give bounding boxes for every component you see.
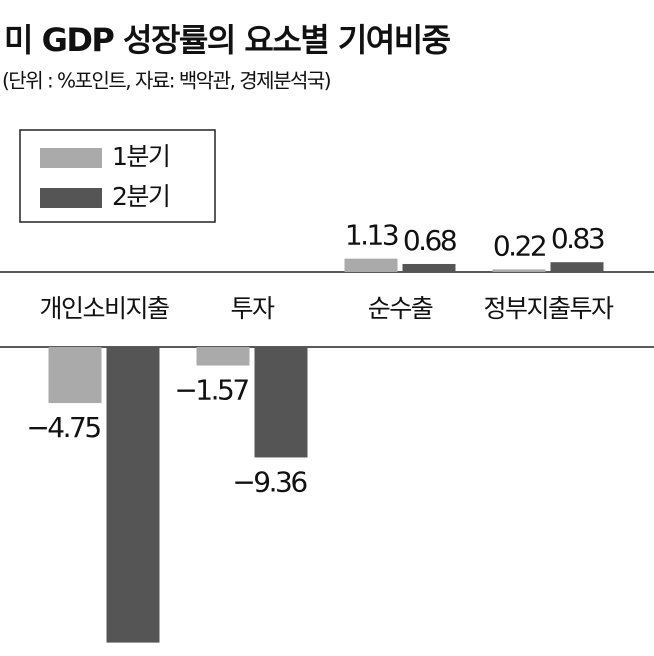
value-label: −4.75 bbox=[26, 411, 100, 444]
value-label: −1.57 bbox=[174, 374, 248, 407]
x-tick-label: 정부지출투자 bbox=[483, 294, 614, 323]
bar bbox=[48, 347, 102, 404]
legend-swatch bbox=[40, 188, 102, 208]
chart-title: 미 GDP 성장률의 요소별 기여비중 bbox=[4, 21, 451, 59]
chart-subtitle: (단위 : %포인트, 자료: 백악관, 경제분석국) bbox=[2, 69, 331, 93]
value-label: 0.68 bbox=[403, 224, 456, 257]
legend-label: 1분기 bbox=[112, 142, 169, 171]
legend-swatch bbox=[40, 148, 102, 168]
bar bbox=[196, 347, 250, 366]
bar bbox=[254, 347, 308, 458]
value-label: 1.13 bbox=[345, 219, 398, 252]
bar bbox=[550, 262, 604, 272]
bar bbox=[344, 258, 398, 272]
legend-label: 2분기 bbox=[112, 182, 169, 211]
value-label: −9.36 bbox=[232, 465, 307, 498]
x-tick-label: 순수출 bbox=[368, 294, 433, 323]
value-label: −25.05 bbox=[77, 651, 166, 656]
bar bbox=[492, 269, 546, 272]
value-label: 0.83 bbox=[551, 222, 604, 255]
bar bbox=[402, 263, 456, 272]
x-tick-label: 개인소비지출 bbox=[39, 294, 169, 323]
bar bbox=[106, 347, 160, 643]
x-tick-label: 투자 bbox=[230, 294, 275, 323]
legend-box bbox=[19, 129, 216, 223]
value-label: 0.22 bbox=[493, 229, 546, 262]
